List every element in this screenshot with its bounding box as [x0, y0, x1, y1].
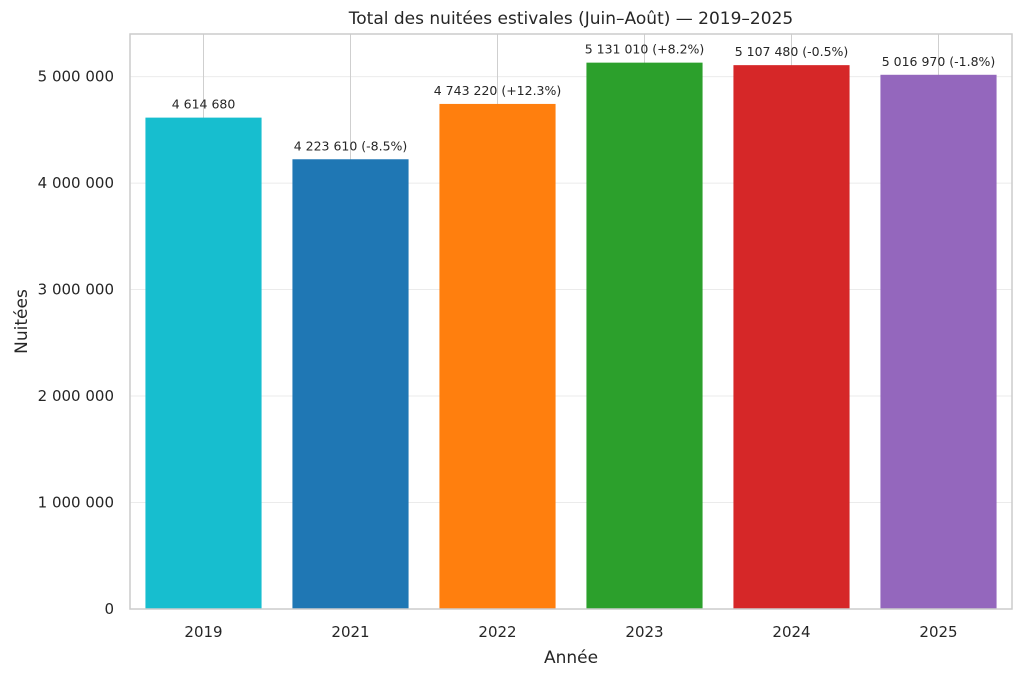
- x-tick-label: 2025: [919, 623, 957, 641]
- x-tick-label: 2019: [184, 623, 222, 641]
- data-label-2025: 5 016 970 (-1.8%): [882, 54, 996, 69]
- bar-2023: [586, 62, 703, 609]
- bar-2024: [733, 65, 850, 610]
- y-tick-label: 2 000 000: [38, 387, 114, 405]
- y-tick-layer: 0 1 000 000 2 000 000 3 000 000 4 000 000 5 0…: [38, 68, 114, 618]
- bar-2022: [439, 103, 556, 609]
- bar-2019: [145, 117, 262, 609]
- data-label-layer: 4 614 680 4 223 610 (-8.5%) 4 743 220 (+12…: [172, 42, 996, 154]
- data-label-2022: 4 743 220 (+12.3%): [434, 83, 562, 98]
- bar-layer: [145, 62, 997, 610]
- x-tick-label: 2022: [478, 623, 516, 641]
- bar-2021: [292, 159, 409, 610]
- data-label-2021: 4 223 610 (-8.5%): [294, 138, 408, 153]
- x-tick-label: 2024: [772, 623, 810, 641]
- y-tick-label: 0: [104, 600, 114, 618]
- grid-layer: [130, 34, 1012, 610]
- y-tick-label: 3 000 000: [38, 281, 114, 299]
- data-label-2023: 5 131 010 (+8.2%): [585, 42, 705, 57]
- y-tick-label: 4 000 000: [38, 174, 114, 192]
- data-label-2024: 5 107 480 (-0.5%): [735, 44, 849, 59]
- x-tick-layer: 2019 2021 2022 2023 2024 2025: [184, 623, 957, 641]
- bar-2025: [880, 74, 997, 610]
- y-tick-label: 1 000 000: [38, 494, 114, 512]
- y-axis-label: Nuitées: [12, 289, 32, 354]
- x-tick-label: 2021: [331, 623, 369, 641]
- data-label-2019: 4 614 680: [172, 97, 236, 112]
- chart-title: Total des nuitées estivales (Juin–Août) …: [348, 9, 793, 29]
- y-tick-label: 5 000 000: [38, 68, 114, 86]
- x-tick-label: 2023: [625, 623, 663, 641]
- x-axis-label: Année: [544, 648, 598, 668]
- plot-frame: [129, 33, 1013, 610]
